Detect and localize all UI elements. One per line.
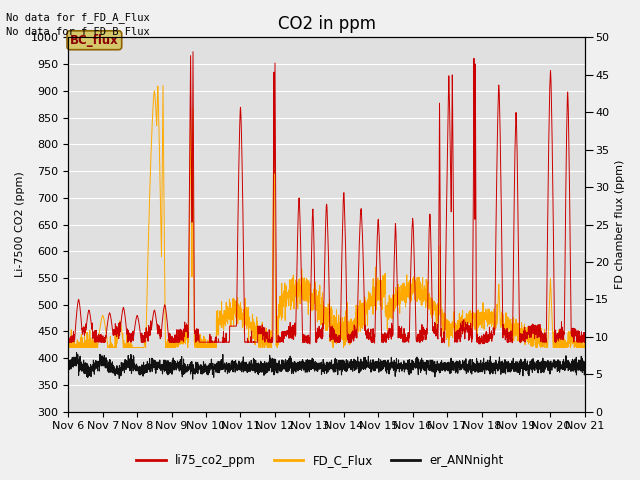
Text: No data for f_FD_B_Flux: No data for f_FD_B_Flux [6,26,150,37]
li75_co2_ppm [572,332,579,337]
li75_co2_ppm [124,331,131,337]
li75_co2_ppm [476,341,484,347]
er_ANNnight [581,361,589,367]
er_ANNnight [285,366,293,372]
FD_C_Flux [581,345,589,350]
Line: FD_C_Flux: FD_C_Flux [68,85,585,348]
li75_co2_ppm [189,49,197,55]
er_ANNnight [154,362,162,368]
FD_C_Flux [516,334,524,339]
er_ANNnight [124,361,131,367]
FD_C_Flux [572,342,579,348]
FD_C_Flux [65,344,72,350]
FD_C_Flux [159,83,167,88]
er_ANNnight [516,358,524,364]
Y-axis label: FD chamber flux (ppm): FD chamber flux (ppm) [615,160,625,289]
FD_C_Flux [154,88,162,94]
FD_C_Flux [124,345,131,350]
Legend: li75_co2_ppm, FD_C_Flux, er_ANNnight: li75_co2_ppm, FD_C_Flux, er_ANNnight [131,449,509,472]
FD_C_Flux [285,294,293,300]
li75_co2_ppm [65,337,72,343]
li75_co2_ppm [285,336,292,341]
Line: er_ANNnight: er_ANNnight [68,353,585,379]
Text: No data for f_FD_A_Flux: No data for f_FD_A_Flux [6,12,150,23]
Text: BC_flux: BC_flux [70,34,119,47]
Title: CO2 in ppm: CO2 in ppm [278,15,376,33]
li75_co2_ppm [262,330,270,336]
er_ANNnight [263,360,271,366]
li75_co2_ppm [516,331,524,336]
FD_C_Flux [263,342,271,348]
er_ANNnight [189,376,196,382]
li75_co2_ppm [581,339,589,345]
er_ANNnight [65,360,72,366]
Y-axis label: Li-7500 CO2 (ppm): Li-7500 CO2 (ppm) [15,172,25,277]
FD_C_Flux [65,345,72,350]
Line: li75_co2_ppm: li75_co2_ppm [68,52,585,344]
er_ANNnight [73,350,81,356]
er_ANNnight [572,356,579,362]
li75_co2_ppm [154,331,162,337]
